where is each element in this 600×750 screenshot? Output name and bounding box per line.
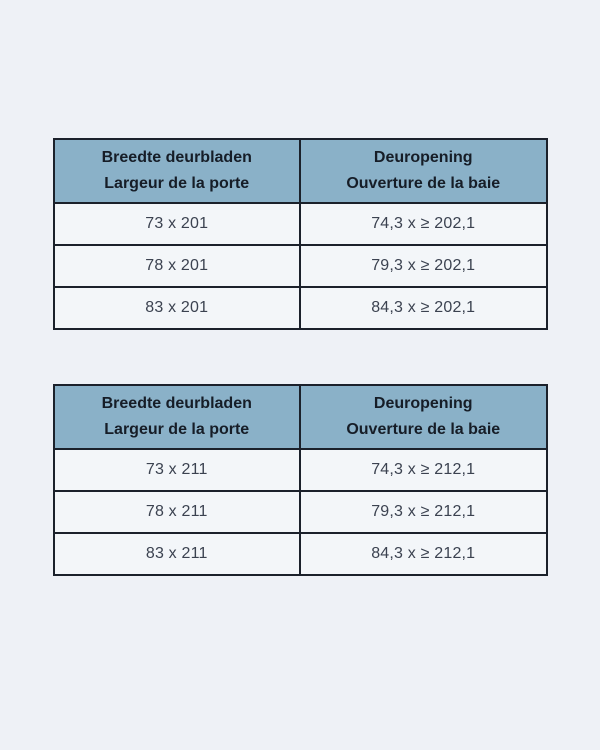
opening-value: 84,3 x ≥ 202,1 [299,286,548,330]
door-width-value: 73 x 201 [52,202,301,246]
header-line-nl: Breedte deurbladen [101,149,252,167]
table-header-row: Breedte deurbladen Largeur de la porte D… [52,138,548,204]
table-row: 73 x 211 74,3 x ≥ 212,1 [52,448,548,492]
door-width-value: 78 x 201 [52,244,301,288]
table-row: 83 x 201 84,3 x ≥ 202,1 [52,286,548,330]
header-line-fr: Ouverture de la baie [346,175,501,192]
door-size-table-201: Breedte deurbladen Largeur de la porte D… [52,138,548,330]
table-row: 78 x 201 79,3 x ≥ 202,1 [52,244,548,288]
door-width-value: 83 x 211 [52,532,301,576]
opening-value: 84,3 x ≥ 212,1 [299,532,548,576]
table-header-row: Breedte deurbladen Largeur de la porte D… [52,384,548,450]
door-size-table-211: Breedte deurbladen Largeur de la porte D… [52,384,548,576]
door-width-value: 73 x 211 [52,448,301,492]
opening-value: 74,3 x ≥ 202,1 [299,202,548,246]
header-line-fr: Largeur de la porte [104,175,250,192]
opening-value: 79,3 x ≥ 212,1 [299,490,548,534]
table-row: 73 x 201 74,3 x ≥ 202,1 [52,202,548,246]
opening-value: 74,3 x ≥ 212,1 [299,448,548,492]
header-cell-opening: Deuropening Ouverture de la baie [299,384,548,450]
header-line-nl: Deuropening [373,395,473,413]
header-cell-opening: Deuropening Ouverture de la baie [299,138,548,204]
table-row: 83 x 211 84,3 x ≥ 212,1 [52,532,548,576]
header-line-fr: Ouverture de la baie [346,421,501,438]
header-cell-door-width: Breedte deurbladen Largeur de la porte [52,138,301,204]
page: Breedte deurbladen Largeur de la porte D… [52,138,548,576]
table-row: 78 x 211 79,3 x ≥ 212,1 [52,490,548,534]
header-line-fr: Largeur de la porte [104,421,250,438]
door-width-value: 78 x 211 [52,490,301,534]
header-cell-door-width: Breedte deurbladen Largeur de la porte [52,384,301,450]
opening-value: 79,3 x ≥ 202,1 [299,244,548,288]
header-line-nl: Deuropening [373,149,473,167]
header-line-nl: Breedte deurbladen [101,395,252,413]
door-width-value: 83 x 201 [52,286,301,330]
